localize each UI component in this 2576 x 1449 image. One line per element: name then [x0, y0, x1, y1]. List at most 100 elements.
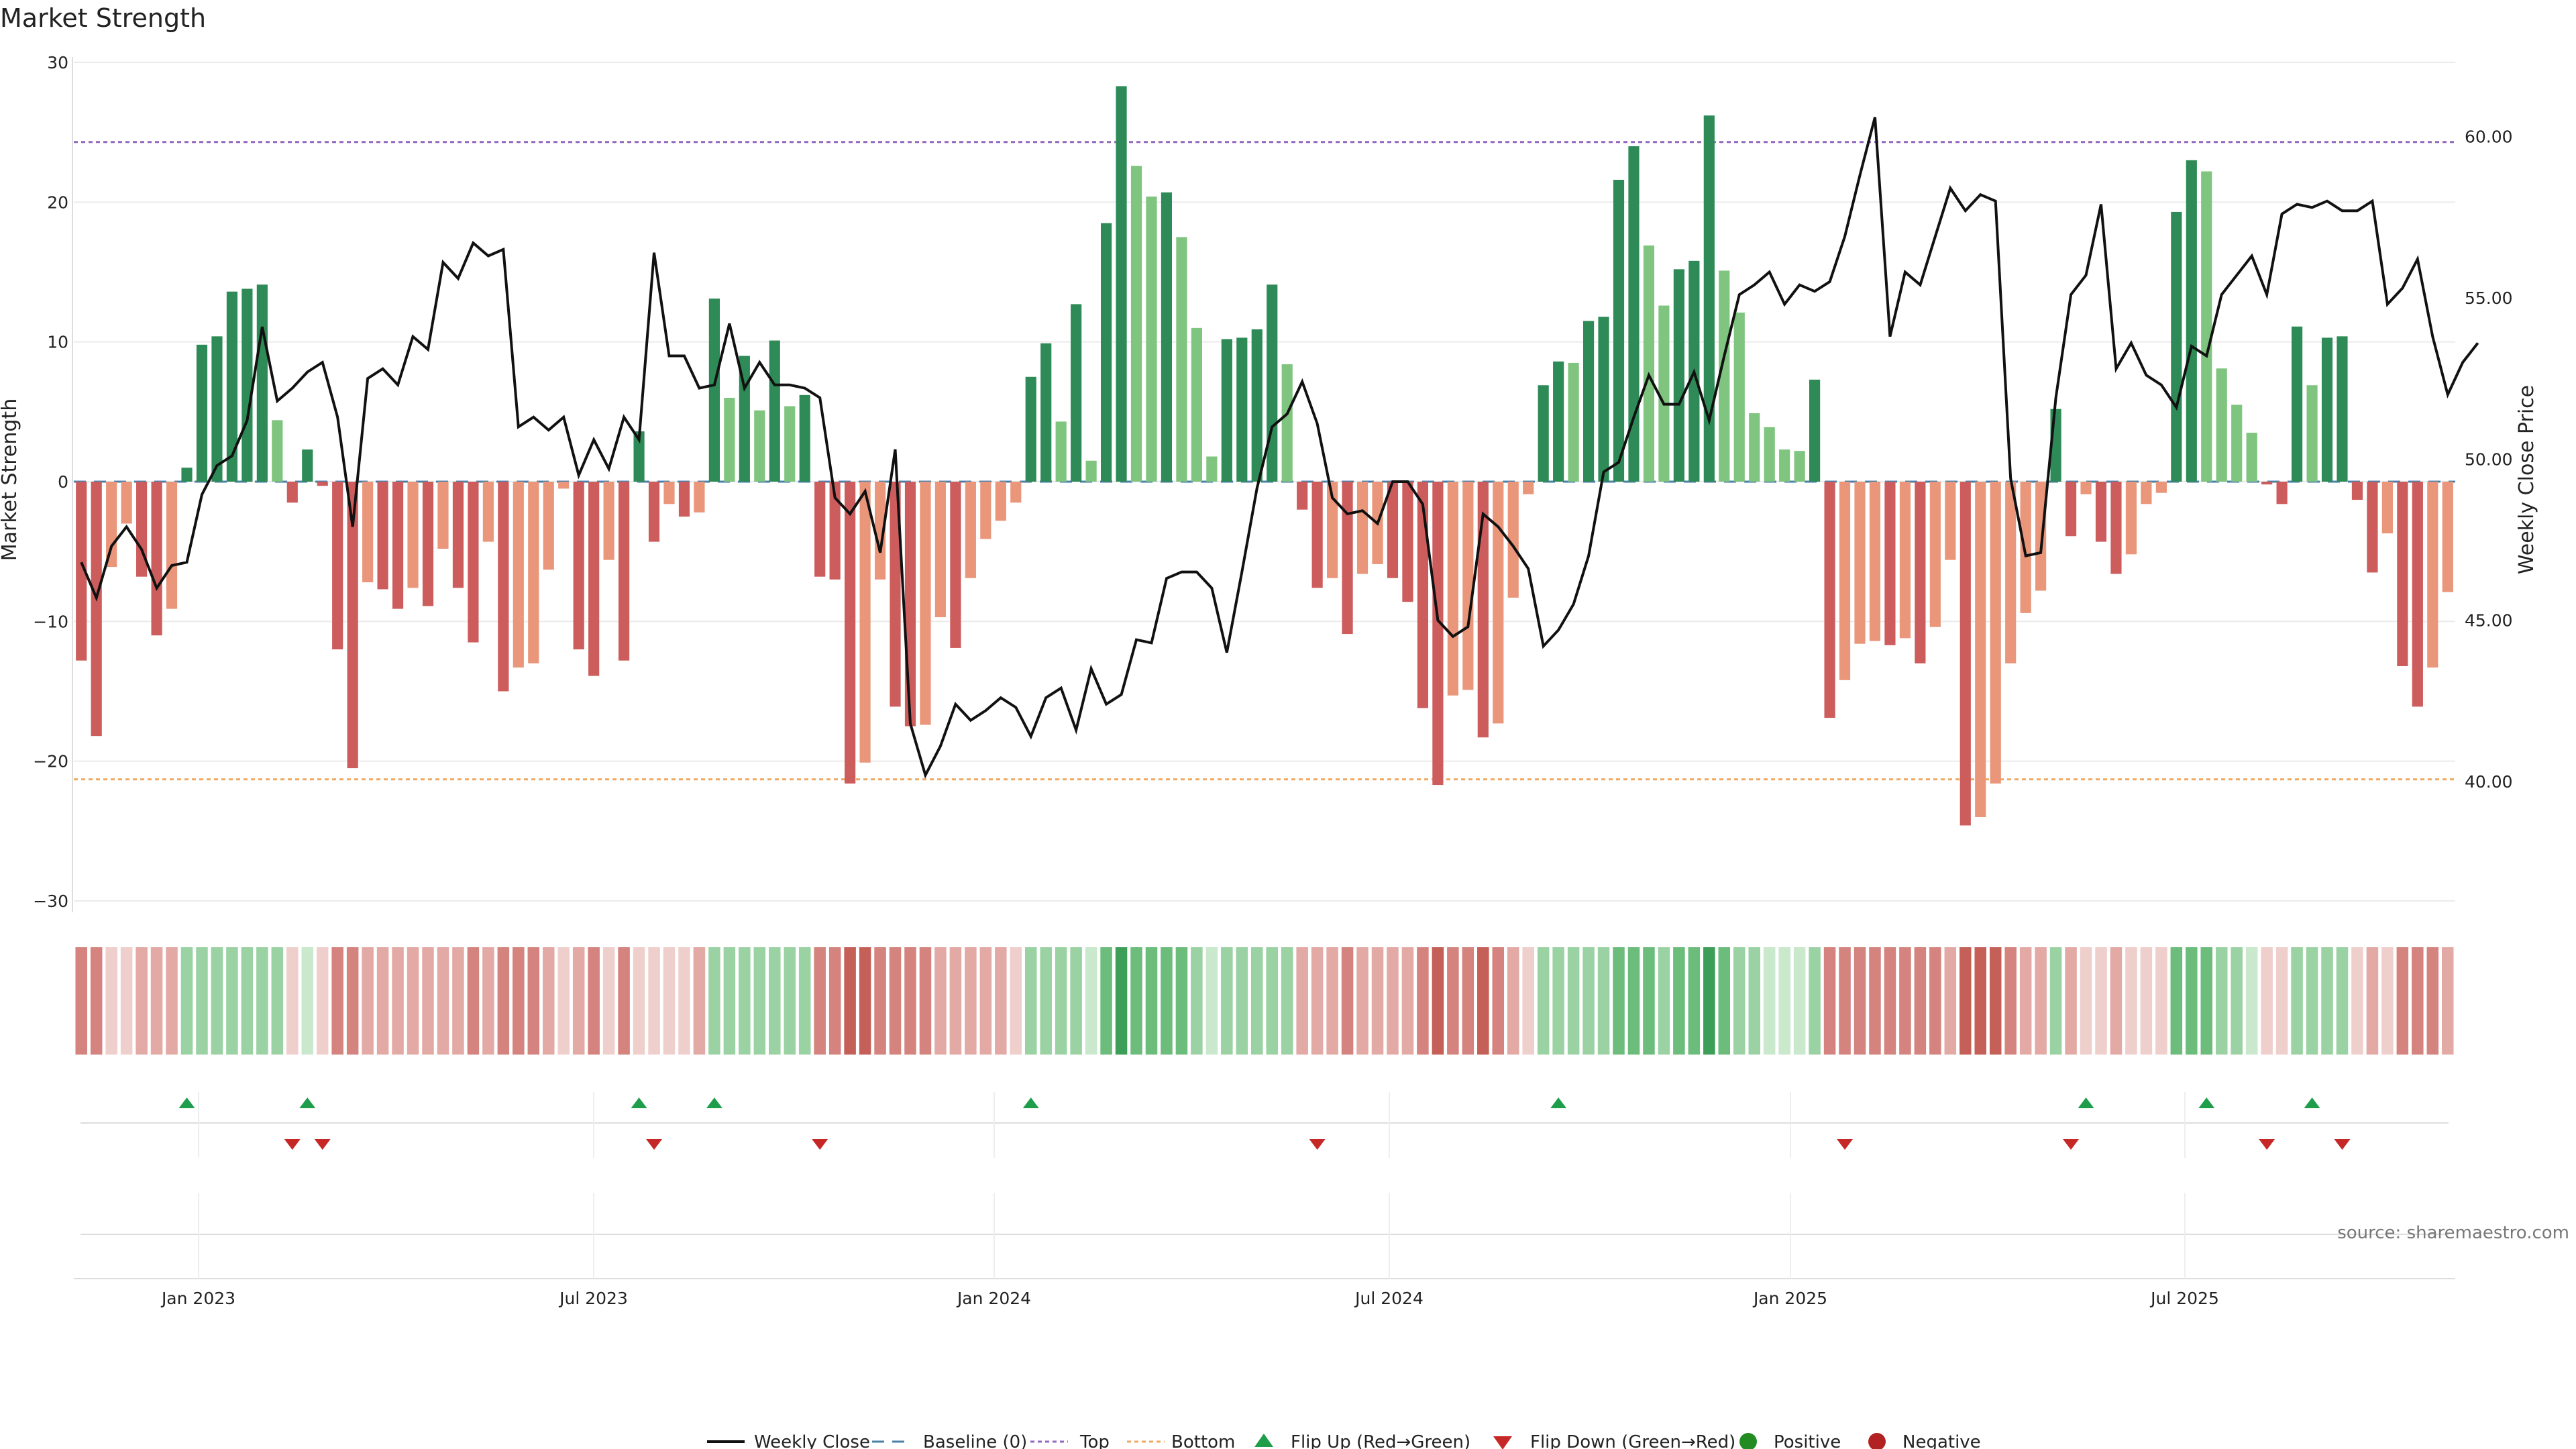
strip-cell [889, 947, 902, 1055]
strength-bar [2261, 482, 2273, 485]
strip-cell [1809, 947, 1821, 1055]
strength-bar [241, 288, 253, 482]
strip-cell [663, 947, 676, 1055]
strip-cell [2019, 947, 2032, 1055]
strength-bar [784, 406, 796, 482]
strength-bar [1507, 482, 1519, 598]
strength-bar [1085, 460, 1097, 482]
strength-bar [498, 482, 509, 692]
strength-bar [1477, 482, 1489, 738]
strip-cell [1839, 947, 1851, 1055]
strip-cell [2306, 947, 2318, 1055]
strip-cell [1161, 947, 1173, 1055]
strip-cell [2426, 947, 2439, 1055]
strip-cell [1658, 947, 1670, 1055]
strength-bar [724, 398, 735, 482]
strip-cell [180, 947, 193, 1055]
strip-cell [1417, 947, 1429, 1055]
y2-tick-label: 45.00 [2465, 611, 2513, 631]
strip-cell [166, 947, 178, 1055]
strip-cell [1627, 947, 1640, 1055]
strength-bar [2110, 482, 2122, 574]
strip-cell [1387, 947, 1399, 1055]
strength-bar [1025, 376, 1036, 482]
strip-cell [2366, 947, 2379, 1055]
strip-cell [1236, 947, 1248, 1055]
strip-cell [271, 947, 284, 1055]
strip-cell [965, 947, 977, 1055]
strength-bar [2351, 482, 2363, 500]
strength-bar [2155, 482, 2167, 493]
strip-cell [1763, 947, 1776, 1055]
legend-label: Top [1079, 1432, 1110, 1449]
strength-bar [1176, 237, 1187, 482]
x-tick-label: Jul 2023 [558, 1289, 628, 1308]
strength-bar [1055, 421, 1067, 482]
strength-bar [407, 482, 419, 588]
strength-bar [1794, 451, 1805, 482]
right-axis-label: Weekly Close Price [2515, 385, 2538, 574]
strip-cell [859, 947, 871, 1055]
strip-cell [1869, 947, 1881, 1055]
strip-cell [919, 947, 932, 1055]
strength-bar [513, 482, 524, 668]
strength-bar [166, 482, 178, 609]
strength-bar [874, 482, 886, 580]
strip-cell [1552, 947, 1564, 1055]
strength-bar [1915, 482, 1926, 663]
x-tick-label: Jul 2024 [1354, 1289, 1424, 1308]
strength-bar [573, 482, 584, 649]
strip-cell [1688, 947, 1701, 1055]
strength-bar [859, 482, 871, 763]
strength-bar [1342, 482, 1353, 635]
strength-bar [1628, 146, 1640, 482]
strength-bar [980, 482, 991, 539]
strip-cell [708, 947, 720, 1055]
strength-bar [422, 482, 434, 606]
strip-cell [934, 947, 947, 1055]
strip-cell [2396, 947, 2409, 1055]
strength-bar [588, 482, 600, 676]
strip-cell [286, 947, 299, 1055]
strip-cell [739, 947, 751, 1055]
strength-bar [2276, 482, 2288, 504]
flip-up-marker [299, 1097, 316, 1108]
flip-up-marker [2304, 1097, 2320, 1108]
strength-bar [1010, 482, 1022, 503]
strip-cell [2261, 947, 2273, 1055]
strength-bar [2035, 482, 2047, 591]
strength-bar [1960, 482, 1971, 826]
strength-bar [1929, 482, 1941, 627]
strip-cell [1522, 947, 1534, 1055]
strength-bar [1658, 305, 1670, 482]
strip-cell [527, 947, 540, 1055]
strength-bar [1040, 343, 1052, 482]
strength-bar [211, 336, 223, 482]
strength-bar [121, 482, 132, 524]
strip-cell [376, 947, 389, 1055]
reference-lines [74, 141, 2455, 781]
strength-bar [648, 482, 660, 542]
legend-flip-up-icon [1254, 1434, 1273, 1447]
strength-bar [1297, 482, 1308, 510]
strip-cell [2170, 947, 2183, 1055]
strip-cell [2004, 947, 2017, 1055]
y-tick-label: 20 [47, 193, 68, 212]
flip-markers [80, 1097, 2449, 1235]
weekly-close-line [80, 117, 2479, 779]
strip-cell [2351, 947, 2363, 1055]
legend-label: Positive [1774, 1432, 1841, 1449]
strip-cell [1296, 947, 1308, 1055]
strip-cell [1191, 947, 1203, 1055]
y-tick-label: 10 [47, 333, 68, 352]
strength-bar [1447, 482, 1458, 696]
strip-cell [1371, 947, 1384, 1055]
strip-cell [1251, 947, 1263, 1055]
strength-bar [2367, 482, 2378, 573]
strip-cell [588, 947, 600, 1055]
strip-cell [1010, 947, 1022, 1055]
strength-bar [2080, 482, 2092, 494]
strip-cell [1447, 947, 1459, 1055]
strip-cell [769, 947, 781, 1055]
strip-cell [90, 947, 103, 1055]
